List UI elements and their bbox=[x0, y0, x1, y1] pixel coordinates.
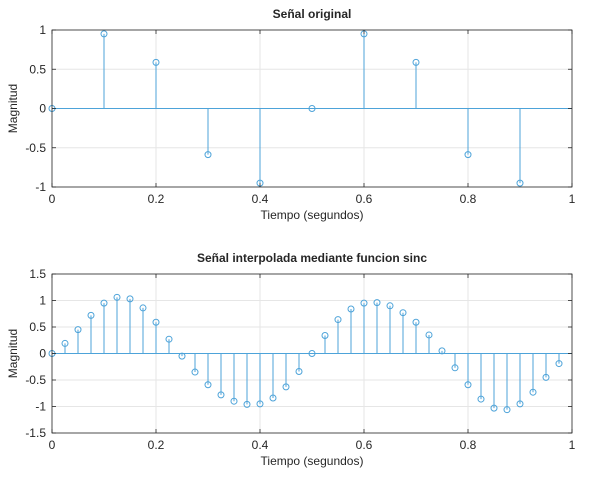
y-tick-label: -0.5 bbox=[25, 373, 46, 387]
stem-marker bbox=[165, 335, 173, 343]
stem-marker bbox=[230, 397, 238, 405]
stem-marker bbox=[477, 395, 485, 403]
x-axis-label: Tiempo (segundos) bbox=[261, 454, 364, 468]
stem-marker bbox=[61, 339, 69, 347]
stem-marker bbox=[516, 179, 524, 187]
y-tick-label: 1.5 bbox=[29, 267, 46, 281]
stem-marker bbox=[425, 331, 433, 339]
x-tick-label: 0.2 bbox=[148, 438, 165, 452]
stem-marker bbox=[74, 326, 82, 334]
stem-marker bbox=[100, 299, 108, 307]
x-tick-label: 0.4 bbox=[252, 192, 269, 206]
stem-marker bbox=[87, 311, 95, 319]
stem-marker bbox=[464, 381, 472, 389]
y-tick-label: 0.5 bbox=[29, 62, 46, 76]
chart-title: Señal original bbox=[273, 7, 352, 21]
x-tick-label: 0 bbox=[49, 438, 56, 452]
x-tick-label: 0.6 bbox=[356, 192, 373, 206]
y-tick-label: 1 bbox=[39, 23, 46, 37]
stem-marker bbox=[360, 299, 368, 307]
y-tick-label: 0.5 bbox=[29, 320, 46, 334]
x-tick-label: 0.4 bbox=[252, 438, 269, 452]
stem-marker bbox=[399, 309, 407, 317]
stem-marker bbox=[113, 293, 121, 301]
stem-marker bbox=[191, 368, 199, 376]
stem-marker bbox=[152, 58, 160, 66]
chart-title: Señal interpolada mediante funcion sinc bbox=[197, 251, 427, 265]
stem-marker bbox=[464, 151, 472, 159]
stem-marker bbox=[217, 391, 225, 399]
stem-marker bbox=[282, 383, 290, 391]
stem-marker bbox=[412, 58, 420, 66]
stem-marker bbox=[412, 318, 420, 326]
stem-marker bbox=[490, 404, 498, 412]
stem-marker bbox=[256, 400, 264, 408]
y-tick-label: 0 bbox=[39, 347, 46, 361]
x-tick-label: 0 bbox=[49, 192, 56, 206]
x-tick-label: 0.2 bbox=[148, 192, 165, 206]
stem-marker bbox=[386, 302, 394, 310]
stem-marker bbox=[204, 151, 212, 159]
stem-marker bbox=[438, 347, 446, 355]
stem-marker bbox=[152, 318, 160, 326]
stem-marker bbox=[542, 373, 550, 381]
stem-marker bbox=[516, 400, 524, 408]
stem-marker bbox=[334, 316, 342, 324]
stem-marker bbox=[269, 394, 277, 402]
axes-2: 0 0.2 0.4 0.6 0.8 1 -1.5 -1 -0.5 0 0.5 1 1.5 Señal in… bbox=[6, 251, 576, 468]
y-tick-label: -1 bbox=[35, 180, 46, 194]
stem-marker bbox=[139, 304, 147, 312]
stem-marker bbox=[321, 331, 329, 339]
stem-marker bbox=[347, 305, 355, 313]
y-axis-label: Magnitud bbox=[6, 329, 20, 378]
stem-marker bbox=[243, 400, 251, 408]
x-tick-label: 1 bbox=[569, 438, 576, 452]
stem-marker bbox=[555, 360, 563, 368]
stem-marker bbox=[100, 30, 108, 38]
stem-marker bbox=[373, 299, 381, 307]
stem-marker bbox=[295, 368, 303, 376]
x-tick-label: 0.6 bbox=[356, 438, 373, 452]
y-axis-label: Magnitud bbox=[6, 84, 20, 133]
stem-marker bbox=[204, 381, 212, 389]
y-tick-label: -0.5 bbox=[25, 141, 46, 155]
y-tick-label: -1.5 bbox=[25, 426, 46, 440]
x-tick-label: 1 bbox=[569, 192, 576, 206]
stem-marker bbox=[529, 388, 537, 396]
x-tick-label: 0.8 bbox=[460, 192, 477, 206]
stem-marker bbox=[308, 350, 316, 357]
stem-marker bbox=[308, 105, 316, 112]
axes-1: 0 0.2 0.4 0.6 0.8 1 -1 -0.5 0 0.5 1 Señal original T… bbox=[6, 7, 576, 222]
y-tick-label: 0 bbox=[39, 102, 46, 116]
x-axis-label: Tiempo (segundos) bbox=[261, 208, 364, 222]
stem-marker bbox=[451, 364, 459, 372]
stem-marker bbox=[178, 352, 186, 360]
x-tick-label: 0.8 bbox=[460, 438, 477, 452]
y-tick-label: -1 bbox=[35, 400, 46, 414]
stem-marker bbox=[126, 295, 134, 303]
y-tick-label: 1 bbox=[39, 294, 46, 308]
stem-marker bbox=[503, 406, 511, 414]
